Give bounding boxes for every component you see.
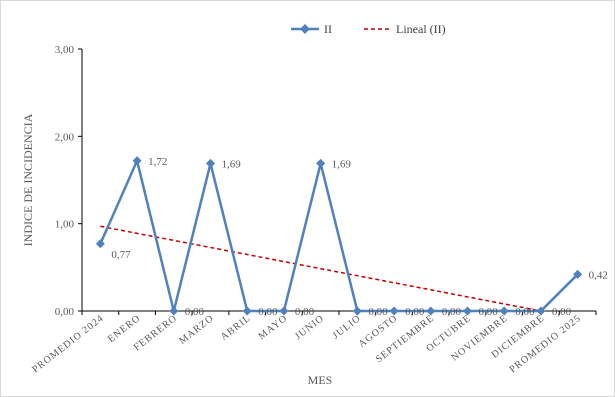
data-label: 0,42 [589,269,608,281]
trendline [100,225,542,312]
data-label: 0,00 [185,306,205,318]
data-point [205,158,216,168]
x-tick-label: ABRIL [219,313,253,343]
x-tick-label: JULIO [331,313,364,342]
trendline-path [100,225,542,312]
x-axis-title: MES [308,373,333,387]
data-label: 0,00 [258,306,278,318]
data-label: 0,77 [111,249,131,261]
y-tick-label: 1,00 [55,219,75,231]
data-point [95,239,105,249]
y-tick-label: 3,00 [55,44,75,56]
data-label: 0,00 [515,306,535,318]
y-axis-title: INDICE DE INCIDENCIA [21,113,35,246]
data-label: 1,69 [222,158,242,170]
data-label: 1,69 [332,158,352,170]
data-label: 0,00 [405,306,425,318]
data-label: 0,00 [368,306,388,318]
data-label: 0,00 [295,306,315,318]
data-label: 1,72 [148,156,167,168]
legend-trend-label: Lineal (II) [396,22,446,36]
series-ii [95,156,583,316]
data-label: 0,00 [479,306,499,318]
legend-series-label: II [324,22,332,36]
data-label: 0,00 [442,306,462,318]
y-tick-label: 0,00 [55,306,75,318]
data-label: 0,00 [552,306,572,318]
legend: II Lineal (II) [291,22,446,36]
y-tick-label: 2,00 [55,131,75,143]
data-point [132,156,142,166]
data-point [169,306,179,316]
x-tick-label: PROMEDIO 2024 [30,313,106,376]
data-point [316,158,326,168]
data-labels: 0,77 1,72 0,00 1,69 0,00 0,00 1,69 0,00 0,00 0,00… [111,156,608,318]
series-line [99,159,579,313]
legend-series-marker [300,24,310,34]
data-point [242,306,252,316]
